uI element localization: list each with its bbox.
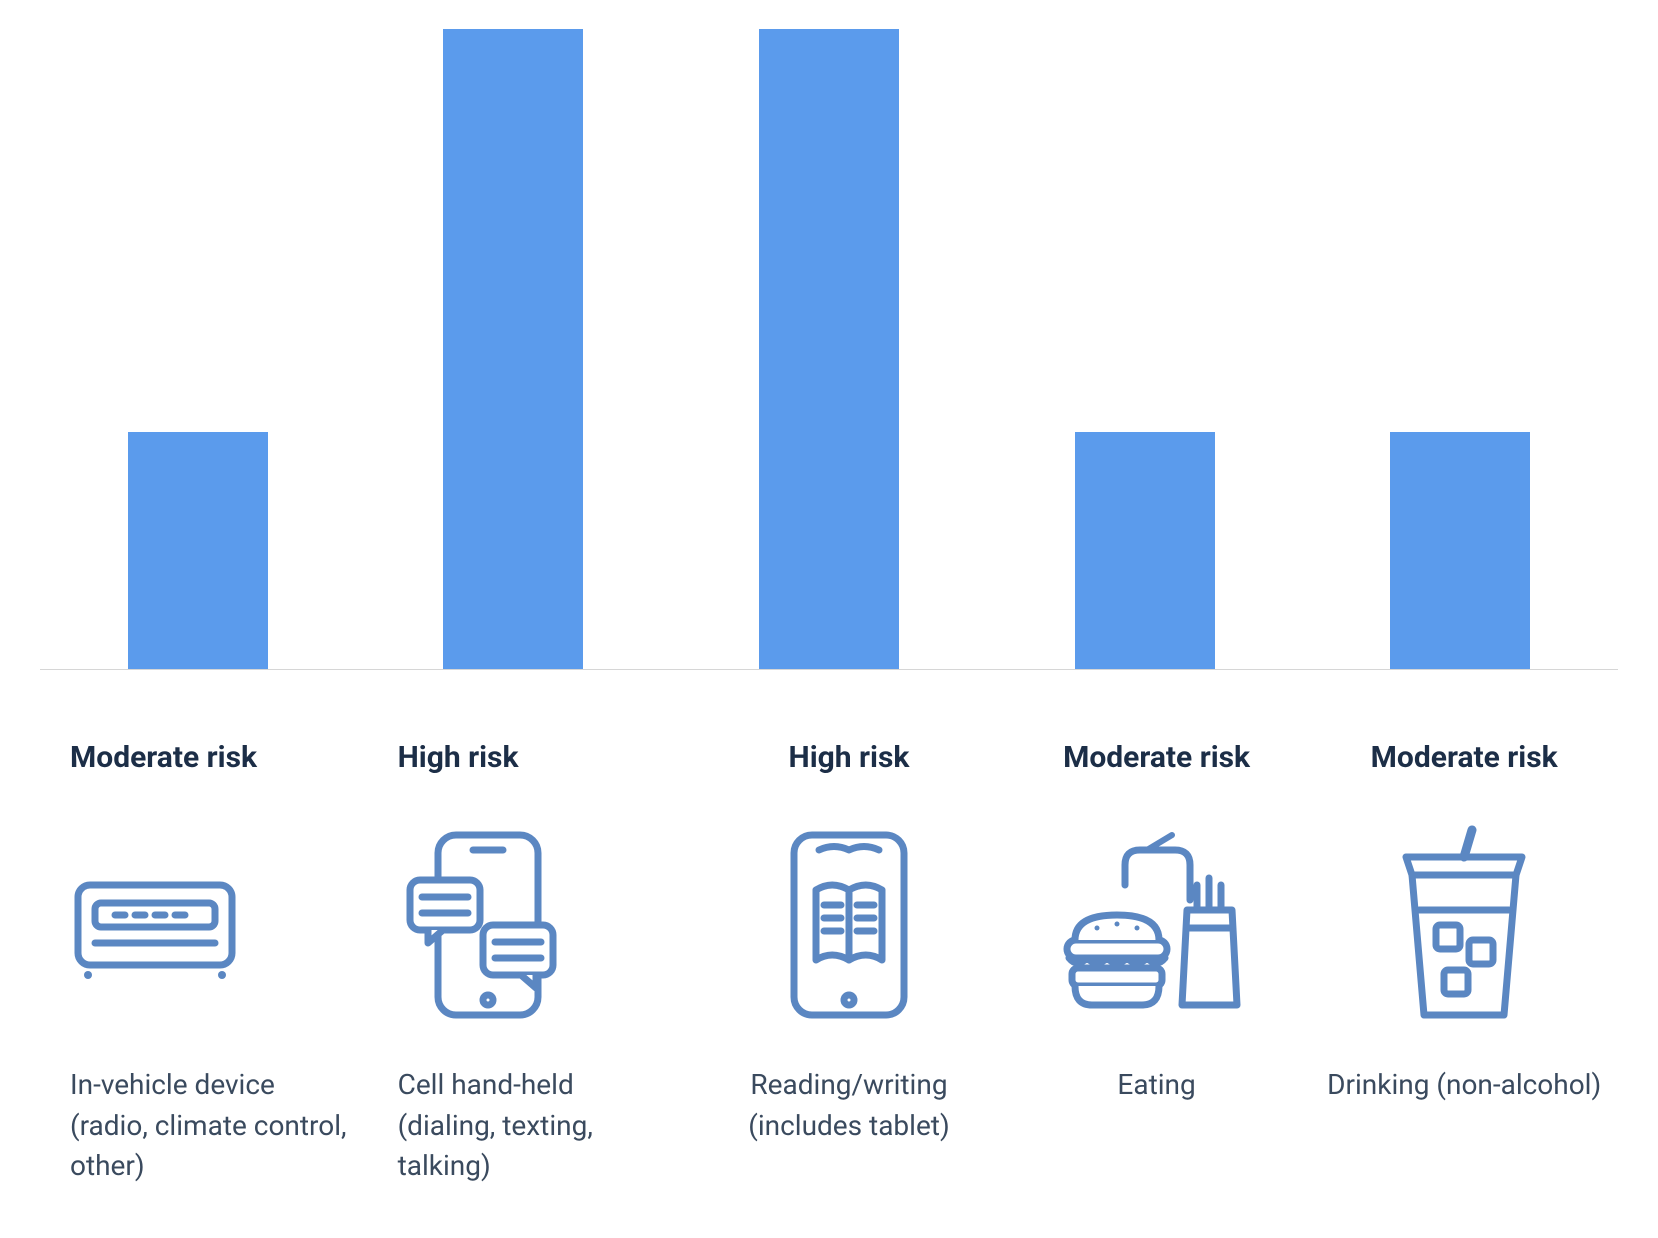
labels-area: Moderate risk In-vehicle device (radio, … — [40, 670, 1618, 1187]
bar — [128, 432, 268, 669]
desc-label: Drinking (non-alcohol) — [1327, 1065, 1601, 1106]
desc-label: Eating — [1117, 1065, 1195, 1106]
food-icon — [1057, 825, 1257, 1025]
risk-chart: Moderate risk In-vehicle device (radio, … — [40, 30, 1618, 1208]
radio-icon — [70, 825, 240, 1025]
risk-label: Moderate risk — [70, 740, 257, 775]
label-column: Moderate risk Drinking (non-alcohol) — [1310, 740, 1618, 1187]
desc-label: Reading/writing (includes tablet) — [709, 1065, 989, 1146]
risk-label: High risk — [789, 740, 910, 775]
risk-label: High risk — [398, 740, 519, 775]
bar-column — [671, 29, 987, 669]
desc-label: In-vehicle device (radio, climate contro… — [70, 1065, 350, 1187]
bar-column — [1302, 432, 1618, 669]
drink-icon — [1394, 825, 1534, 1025]
tablet-book-icon — [774, 825, 924, 1025]
bar-column — [40, 432, 356, 669]
phone-chat-icon — [398, 825, 568, 1025]
bar — [1390, 432, 1530, 669]
bars-area — [40, 30, 1618, 670]
label-column: Moderate risk Eating — [1003, 740, 1311, 1187]
risk-label: Moderate risk — [1371, 740, 1558, 775]
bar — [759, 29, 899, 669]
risk-label: Moderate risk — [1063, 740, 1250, 775]
desc-label: Cell hand-held (dialing, texting, talkin… — [398, 1065, 678, 1187]
bar — [1075, 432, 1215, 669]
bar — [443, 29, 583, 669]
bar-column — [356, 29, 672, 669]
label-column: High risk Reading/writing (includes tabl… — [695, 740, 1003, 1187]
bar-column — [987, 432, 1303, 669]
label-column: High risk Cell hand-held (dialing, texti… — [368, 740, 696, 1187]
label-column: Moderate risk In-vehicle device (radio, … — [40, 740, 368, 1187]
